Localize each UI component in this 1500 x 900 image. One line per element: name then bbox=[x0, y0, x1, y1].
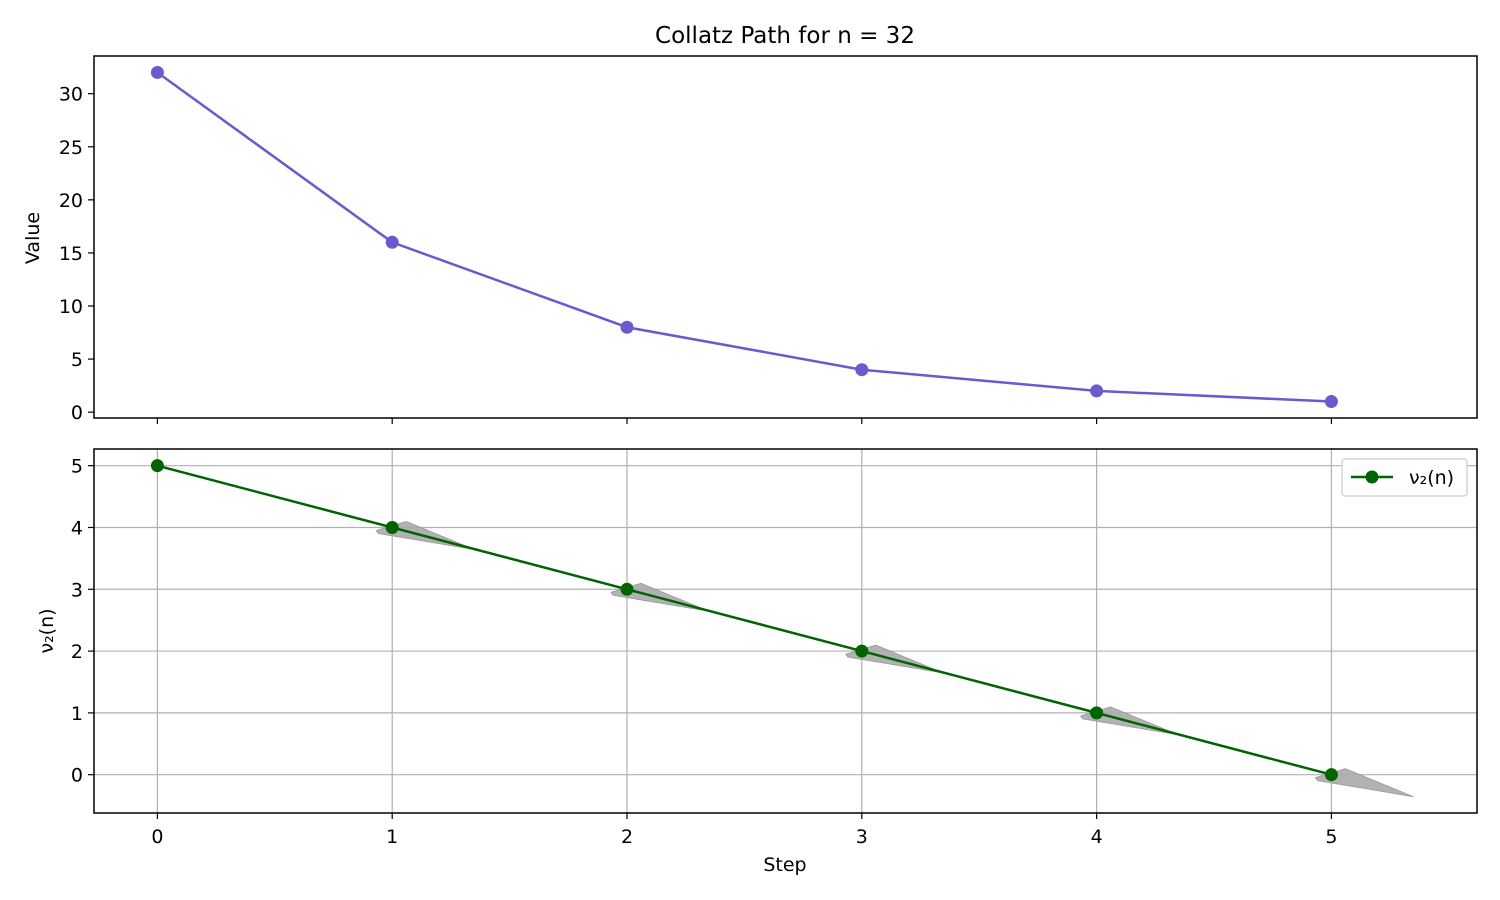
nu2-data-point bbox=[620, 582, 634, 596]
nu2-series-line bbox=[157, 464, 1332, 776]
nu2-data-point bbox=[150, 459, 164, 473]
value-data-point bbox=[855, 363, 869, 377]
value-y-tick-label: 0 bbox=[71, 402, 83, 424]
value-y-tick-label: 15 bbox=[59, 243, 83, 265]
nu2-x-tick-label: 4 bbox=[1091, 826, 1103, 848]
value-data-point bbox=[385, 235, 399, 249]
nu2-y-tick-label: 0 bbox=[71, 765, 83, 787]
value-y-tick-label: 30 bbox=[59, 84, 83, 106]
nu2-y-tick-label: 5 bbox=[71, 456, 83, 478]
nu2-data-point bbox=[1090, 706, 1104, 720]
value-data-point bbox=[620, 320, 634, 334]
step-axis-label: Step bbox=[763, 854, 806, 876]
nu2-subplot: 0 1 2 3 4 5 0 1 2 3 4 5 bbox=[71, 448, 1478, 848]
nu2-x-tick-label: 2 bbox=[621, 826, 633, 848]
value-data-point bbox=[1090, 384, 1104, 398]
value-y-tick-label: 20 bbox=[59, 190, 83, 212]
nu2-x-tick-label: 3 bbox=[856, 826, 868, 848]
nu2-x-tick-label: 5 bbox=[1325, 826, 1337, 848]
nu2-data-point bbox=[855, 644, 869, 658]
nu2-y-tick-label: 1 bbox=[71, 703, 83, 725]
nu2-data-point bbox=[1324, 768, 1338, 782]
value-y-tick-label: 10 bbox=[59, 296, 83, 318]
value-data-point bbox=[150, 65, 164, 79]
legend-box bbox=[1341, 458, 1468, 497]
legend: ν₂(n) bbox=[1341, 458, 1468, 497]
nu2-axes-frame bbox=[93, 448, 1478, 814]
nu2-y-tick-label: 2 bbox=[71, 641, 83, 663]
value-data-point bbox=[1324, 395, 1338, 409]
value-series-line bbox=[156, 71, 1332, 403]
value-y-tick-label: 5 bbox=[71, 349, 83, 371]
legend-marker-swatch bbox=[1365, 470, 1379, 484]
legend-label: ν₂(n) bbox=[1409, 467, 1454, 489]
nu2-x-tick-label: 1 bbox=[386, 826, 398, 848]
value-axis-label: Value bbox=[22, 212, 44, 264]
value-y-tick-label: 25 bbox=[59, 137, 83, 159]
nu2-y-tick-label: 3 bbox=[71, 579, 83, 601]
nu2-data-point bbox=[385, 520, 399, 534]
value-axes-frame bbox=[93, 55, 1478, 419]
value-subplot: 0 5 10 15 20 25 30 bbox=[59, 55, 1478, 424]
chart-title: Collatz Path for n = 32 bbox=[655, 23, 915, 49]
nu2-x-tick-label: 0 bbox=[151, 826, 163, 848]
nu2-axis-label: ν₂(n) bbox=[36, 608, 58, 653]
nu2-y-tick-label: 4 bbox=[71, 517, 83, 539]
